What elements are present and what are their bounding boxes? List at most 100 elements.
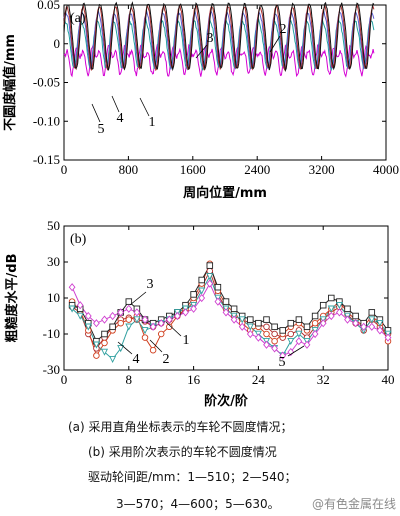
annotation-label-a: 3 — [207, 31, 214, 46]
series-line-4-b — [71, 275, 389, 360]
annotation-label-a: 1 — [149, 115, 156, 130]
y-tick-label-a: -0.15 — [33, 152, 60, 167]
series-point-3-b — [352, 312, 359, 320]
series-point-4-b — [376, 319, 384, 328]
series-point-3-b — [263, 316, 270, 323]
x-tick-label-b: 40 — [382, 372, 395, 387]
series-point-4-b — [84, 323, 92, 331]
caption-line-4: 3—570；4—600；5—630。 — [116, 497, 280, 511]
series-point-5-b — [279, 351, 287, 360]
series-point-5-b — [214, 297, 222, 306]
series-point-5-b — [384, 333, 392, 342]
series-point-5-b — [327, 311, 335, 321]
series-point-4-b — [133, 316, 141, 324]
series-point-5-b — [93, 319, 100, 328]
watermark: @有色金属在线 — [311, 497, 396, 511]
series-point-3-b — [344, 305, 351, 313]
series-point-2-b — [311, 319, 319, 327]
annotation-label-b: 1 — [183, 333, 190, 348]
annotation-label-b: 4 — [133, 352, 140, 367]
series-point-5-b — [117, 308, 125, 317]
x-tick-label-a: 4000 — [373, 162, 399, 177]
caption-line-3: 驱动轮间距/mm：1—510；2—540； — [88, 470, 297, 484]
series-point-1-b — [287, 330, 295, 338]
series-point-4-b — [117, 345, 125, 353]
series-point-5-b — [336, 308, 343, 317]
series-point-3-b — [190, 291, 197, 298]
series-point-3-b — [295, 316, 303, 323]
series-point-3-b — [206, 262, 214, 269]
series-point-5-b — [182, 308, 189, 317]
series-point-3-b — [319, 301, 327, 309]
annotation-label-b: 2 — [163, 352, 170, 367]
annotation-leader-b — [117, 341, 133, 355]
annotation-leader-a — [269, 35, 281, 53]
y-tick-label-a: 0.05 — [37, 0, 60, 12]
series-point-4-b — [141, 327, 149, 335]
annotation-label-b: 5 — [279, 355, 286, 370]
series-point-3-b — [368, 309, 376, 316]
series-point-4-b — [100, 348, 109, 356]
y-tick-label-a: 0 — [54, 36, 61, 51]
series-point-5-b — [271, 344, 278, 353]
series-point-2-b — [141, 334, 149, 341]
y-tick-label-b: -10 — [43, 326, 60, 341]
series-line-5-b — [71, 282, 389, 357]
series-point-2-b — [101, 339, 108, 347]
series-point-5-b — [368, 322, 376, 331]
series-point-5-b — [311, 329, 319, 339]
x-tick-label-b: 0 — [61, 372, 68, 387]
series-point-4-b — [327, 305, 335, 313]
series-line-2-b — [71, 262, 389, 357]
series-point-1-b — [271, 330, 278, 338]
series-point-4-b — [206, 273, 214, 281]
x-axis-label-a: 周向位置/mm — [183, 185, 267, 201]
series-point-4-b — [238, 316, 246, 324]
y-tick-label-a: -0.05 — [33, 75, 60, 90]
series-point-5-b — [133, 308, 141, 317]
series-point-5-b — [263, 340, 270, 349]
x-tick-label-a: 2400 — [244, 162, 270, 177]
x-tick-label-a: 3200 — [309, 162, 335, 177]
series-point-3-b — [255, 319, 262, 327]
series-point-4-b — [76, 312, 84, 320]
series-point-3-b — [311, 312, 319, 320]
x-axis-label-b: 阶次/阶 — [204, 393, 249, 409]
annotation-label-a: 4 — [117, 111, 124, 126]
series-point-3-b — [303, 323, 311, 331]
annotation-leader-a — [91, 103, 101, 123]
series-point-5-b — [149, 322, 157, 331]
series-point-1-b — [263, 323, 270, 331]
y-tick-label-a: -0.10 — [33, 113, 60, 128]
series-point-3-b — [230, 305, 238, 313]
annotation-leader-a — [139, 97, 150, 117]
series-point-5-b — [287, 347, 295, 357]
series-point-2-b — [149, 346, 157, 354]
series-point-2-b — [93, 352, 100, 359]
y-tick-label-b: 50 — [47, 218, 60, 233]
caption-line-2: (b) 采用阶次表示的车轮不圆度情况 — [88, 445, 277, 459]
y-axis-label-b: 粗糙度水平/dB — [4, 254, 20, 343]
series-point-4-b — [368, 316, 376, 324]
x-tick-label-a: 800 — [119, 162, 139, 177]
chart-panel-a: 0 800 1600 2400 3200 4000 0.05 0 -0.05 -0.10 -0.15… — [2, 0, 399, 201]
series-point-3-b — [198, 276, 205, 284]
series-point-3-b — [101, 330, 108, 338]
x-tick-label-a: 1600 — [180, 162, 206, 177]
x-tick-label-b: 32 — [317, 372, 330, 387]
series-point-5-b — [157, 319, 165, 328]
y-axis-label-a: 不圆度幅值/mm — [2, 34, 18, 131]
series-point-5-b — [125, 304, 133, 313]
annotation-label-a: 5 — [98, 122, 105, 137]
series-point-1-b — [206, 267, 214, 275]
series-point-5-b — [246, 329, 254, 339]
series-point-5-b — [352, 319, 359, 328]
caption-line-1: (a) 采用直角坐标表示的车轮不圆度情况； — [68, 420, 293, 434]
series-point-2-b — [125, 316, 133, 323]
x-tick-label-b: 8 — [126, 372, 133, 387]
series-point-4-b — [92, 341, 100, 349]
series-point-2-b — [157, 330, 165, 338]
series-point-3-b — [247, 316, 254, 323]
series-point-5-b — [295, 337, 303, 346]
